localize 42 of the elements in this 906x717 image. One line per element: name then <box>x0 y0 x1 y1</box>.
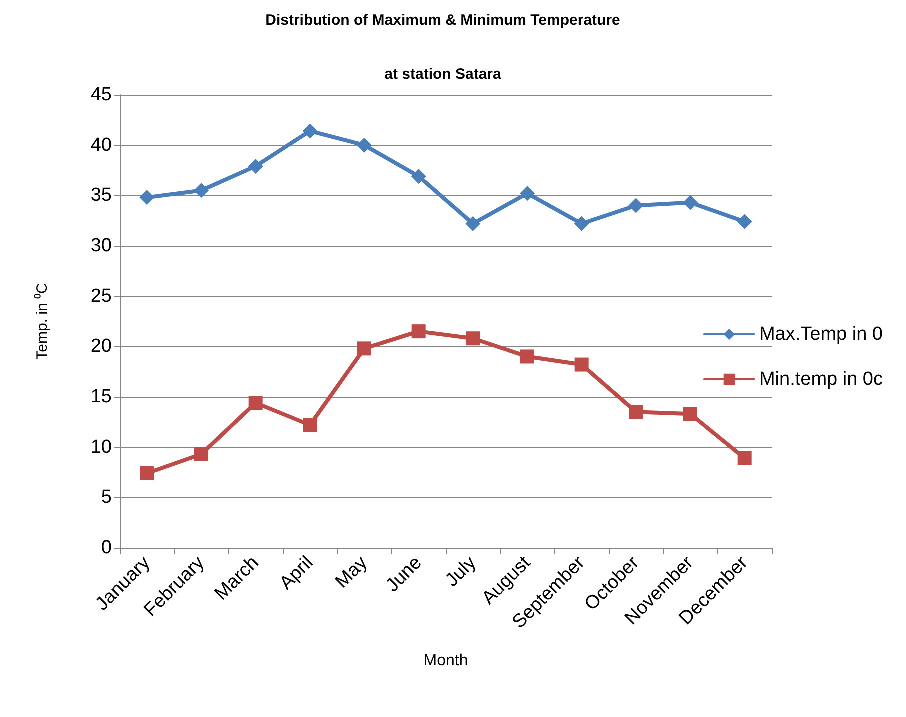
point <box>466 216 481 232</box>
y-tick-label: 30 <box>90 236 112 256</box>
point <box>628 198 644 214</box>
legend-label: Min.temp in 0c <box>759 369 883 390</box>
point <box>574 216 590 232</box>
x-axis-title: Month <box>424 652 468 670</box>
point <box>248 396 263 410</box>
chart-title: Distribution of Maximum & Minimum Temperature <box>266 12 620 29</box>
y-tick-label: 5 <box>101 487 112 508</box>
point <box>737 214 752 230</box>
x-tick-label: July <box>442 552 481 592</box>
point <box>629 405 644 420</box>
legend-label: Max.Temp in 0 <box>759 324 883 345</box>
point <box>194 447 208 462</box>
y-tick-label: 20 <box>90 336 112 358</box>
point <box>574 358 589 372</box>
point <box>684 407 698 422</box>
y-tick-label: 10 <box>90 436 112 458</box>
point <box>411 169 426 184</box>
y-tick-label: 25 <box>90 286 112 307</box>
point <box>140 466 154 481</box>
point <box>303 418 318 432</box>
y-tick-label: 0 <box>101 538 112 558</box>
point <box>358 342 372 356</box>
y-tick-label: 35 <box>90 185 112 206</box>
y-tick-label: 40 <box>90 134 112 156</box>
point <box>520 350 534 364</box>
x-tick-label: May <box>332 552 372 593</box>
point <box>302 124 318 139</box>
y-tick-label: 45 <box>90 84 112 106</box>
point <box>520 186 535 202</box>
point <box>248 158 264 174</box>
point <box>466 332 480 346</box>
point <box>738 451 752 466</box>
point <box>140 190 155 206</box>
point <box>194 183 209 198</box>
point <box>412 324 426 339</box>
y-tick-label: 15 <box>90 386 112 408</box>
y-axis-title: Temp. in ⁰C <box>34 282 51 360</box>
point <box>357 138 372 153</box>
point <box>683 195 698 210</box>
chart-subtitle: at station Satara <box>384 66 502 83</box>
